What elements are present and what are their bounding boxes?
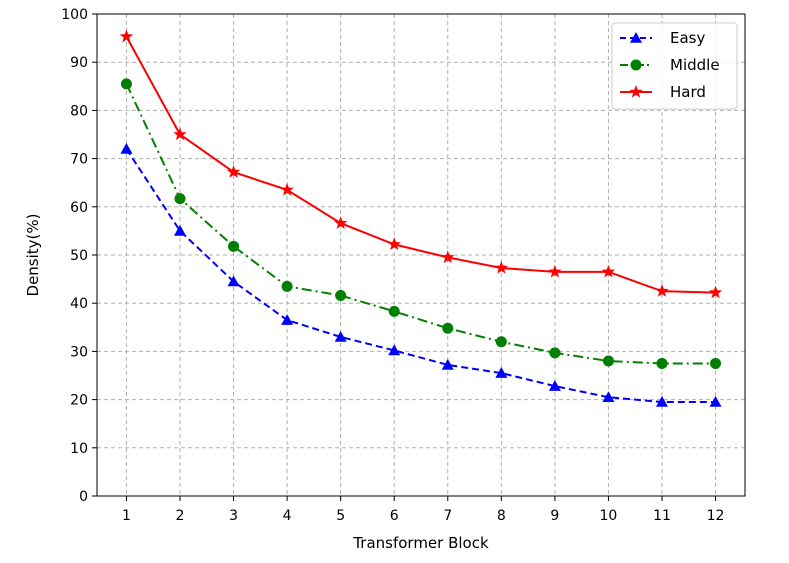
series-line-easy	[125, 148, 716, 404]
x-tick-label: 11	[653, 508, 671, 524]
series-layer	[119, 29, 723, 407]
x-tick-label: 12	[707, 508, 725, 524]
data-point-middle	[442, 322, 454, 334]
data-point-hard	[280, 182, 294, 196]
data-point-easy	[548, 380, 561, 391]
legend-label: Middle	[670, 56, 720, 74]
data-point-middle	[281, 280, 293, 292]
legend-entry-middle: Middle	[620, 56, 720, 74]
y-tick-label: 70	[70, 152, 88, 168]
data-point-hard	[601, 264, 616, 278]
data-point-easy	[709, 396, 722, 407]
data-point-middle	[710, 357, 722, 369]
y-tick-label: 50	[70, 248, 88, 264]
data-point-middle	[388, 305, 400, 317]
data-point-hard	[708, 285, 723, 299]
data-point-easy	[174, 224, 187, 236]
series-line-hard	[125, 36, 716, 294]
data-point-easy	[602, 391, 615, 402]
y-tick-label: 10	[70, 441, 88, 457]
data-point-middle	[656, 357, 668, 369]
y-tick-label: 20	[70, 393, 88, 409]
x-tick-label: 2	[176, 508, 185, 524]
legend-marker	[629, 85, 643, 98]
y-axis-label: Density(%)	[24, 214, 42, 297]
legend: Easy Middle Hard	[611, 22, 738, 110]
data-point-middle	[120, 78, 132, 90]
data-point-hard	[387, 237, 401, 251]
legend-entry-hard: Hard	[620, 83, 706, 101]
x-tick-label: 9	[550, 508, 559, 524]
x-tick-label: 6	[390, 508, 399, 524]
x-axis-label: Transformer Block	[352, 534, 489, 552]
data-point-middle	[335, 289, 347, 301]
x-tick-label: 5	[336, 508, 345, 524]
data-point-easy	[495, 367, 508, 378]
data-point-easy	[334, 330, 347, 342]
data-point-middle	[602, 355, 614, 367]
data-point-middle	[549, 347, 561, 359]
y-tick-label: 80	[70, 103, 88, 119]
x-tick-label: 4	[283, 508, 292, 524]
y-tick-label: 100	[61, 7, 88, 23]
data-point-hard	[548, 264, 562, 278]
data-point-hard	[441, 250, 455, 264]
y-tick-label: 40	[70, 296, 88, 312]
series-line-middle	[125, 83, 716, 365]
series-easy	[120, 142, 722, 407]
legend-label: Easy	[670, 29, 705, 47]
data-point-hard	[655, 284, 669, 297]
data-point-middle	[174, 193, 186, 205]
data-point-easy	[441, 358, 454, 370]
data-point-hard	[334, 216, 348, 229]
series-middle	[120, 78, 722, 369]
legend-entry-easy: Easy	[620, 29, 705, 47]
data-point-easy	[120, 142, 133, 154]
y-tick-label: 0	[79, 489, 88, 505]
x-tick-label: 8	[497, 508, 506, 524]
legend-marker	[630, 32, 642, 43]
x-tick-label: 1	[122, 508, 131, 524]
y-axis: 0 10 20 30 40 50 60 70 80 90 100	[61, 7, 97, 505]
legend-box	[611, 22, 738, 110]
data-point-easy	[281, 314, 294, 325]
data-point-easy	[227, 275, 240, 287]
y-tick-label: 30	[70, 344, 88, 360]
x-axis: 1 2 3 4 5 6 7 8 9 10 11 12	[122, 496, 724, 524]
x-tick-label: 10	[600, 508, 618, 524]
data-point-hard	[226, 165, 241, 178]
data-point-hard	[494, 261, 508, 274]
data-point-easy	[655, 396, 668, 407]
data-point-hard	[119, 29, 134, 43]
legend-label: Hard	[670, 83, 706, 101]
data-point-middle	[495, 336, 507, 348]
x-tick-label: 3	[229, 508, 238, 524]
y-tick-label: 90	[70, 55, 88, 71]
data-point-hard	[173, 127, 187, 141]
x-tick-label: 7	[443, 508, 452, 524]
legend-marker	[630, 59, 642, 71]
data-point-easy	[388, 344, 401, 356]
y-tick-label: 60	[70, 200, 88, 216]
series-hard	[119, 29, 723, 299]
data-point-middle	[228, 240, 240, 252]
